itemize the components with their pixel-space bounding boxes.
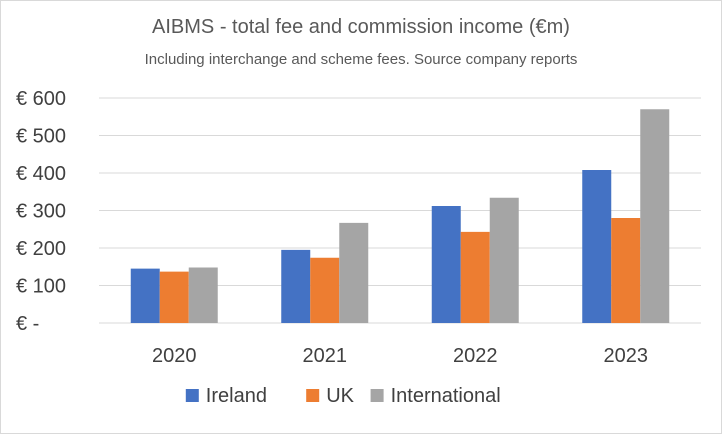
x-axis-ticks: 2020 2021 2022 2023 [152, 345, 648, 367]
y-tick-label: € 100 [16, 276, 66, 298]
bars [130, 109, 670, 323]
y-tick-label: € 400 [16, 163, 66, 185]
y-tick-label: € - [16, 313, 39, 335]
legend-label: UK [326, 385, 354, 407]
bar-uk-2023 [611, 218, 641, 323]
legend: Ireland UK International [185, 385, 501, 407]
legend-label: Ireland [206, 385, 267, 407]
y-axis-ticks: € - € 100 € 200 € 300 € 400 € 500 € 600 [16, 88, 66, 335]
bar-ireland-2020 [130, 268, 160, 323]
bar-international-2021 [339, 222, 369, 323]
legend-label: International [391, 385, 501, 407]
bar-international-2023 [640, 109, 670, 323]
x-tick-label: 2022 [453, 345, 498, 367]
bar-ireland-2021 [281, 249, 311, 323]
y-tick-label: € 500 [16, 126, 66, 148]
legend-swatch-international [370, 389, 384, 402]
bar-ireland-2022 [431, 206, 461, 323]
x-tick-label: 2020 [152, 345, 197, 367]
bar-uk-2022 [460, 231, 490, 323]
y-tick-label: € 300 [16, 201, 66, 223]
chart-subtitle: Including interchange and scheme fees. S… [145, 51, 578, 68]
bar-international-2022 [489, 197, 519, 323]
legend-swatch-ireland [185, 389, 199, 402]
bar-uk-2020 [159, 271, 189, 323]
y-tick-label: € 600 [16, 88, 66, 110]
chart-title: AIBMS - total fee and commission income … [152, 16, 570, 38]
y-tick-label: € 200 [16, 238, 66, 260]
bar-ireland-2023 [582, 170, 612, 323]
bar-uk-2021 [310, 257, 340, 323]
bar-international-2020 [188, 267, 218, 323]
legend-swatch-uk [306, 389, 320, 402]
x-tick-label: 2023 [604, 345, 649, 367]
x-tick-label: 2021 [303, 345, 348, 367]
